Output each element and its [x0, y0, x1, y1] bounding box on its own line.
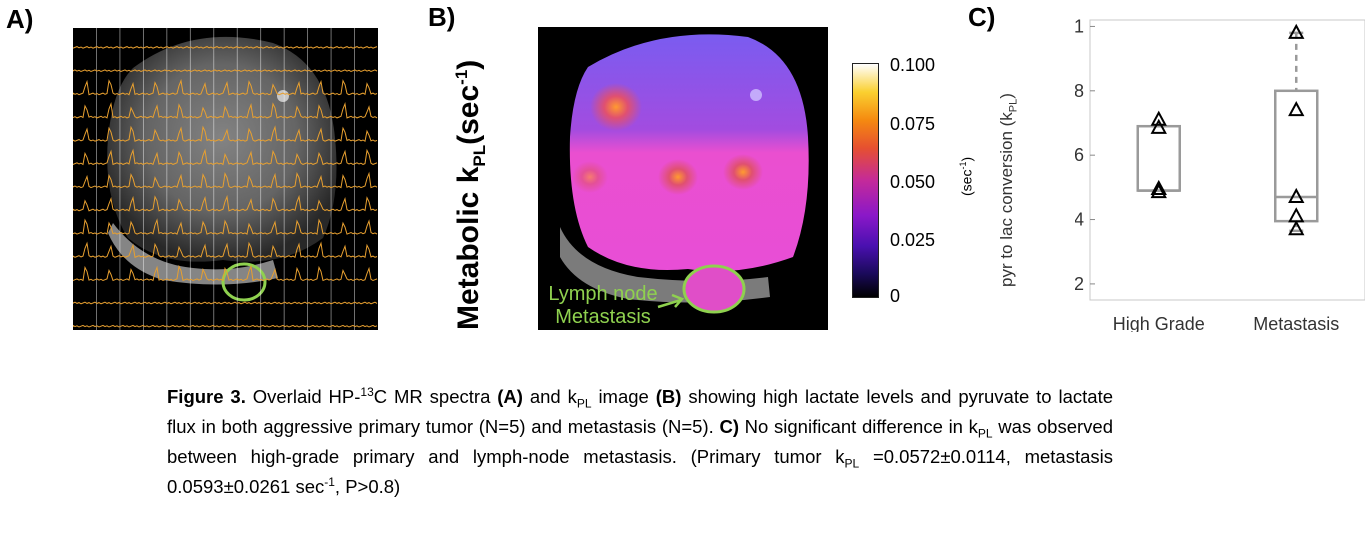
spectrum-trace — [73, 324, 378, 328]
data-point — [1150, 183, 1167, 199]
spectrum-trace — [73, 69, 378, 73]
y-tick-label: 0.08 — [1075, 81, 1084, 101]
data-point — [1150, 110, 1167, 126]
data-point — [1288, 23, 1305, 39]
spectrum-trace — [73, 148, 378, 166]
y-tick-label: 0.1 — [1075, 16, 1084, 36]
x-tick-label: Metastasis — [1253, 314, 1339, 332]
spectrum-trace — [73, 101, 378, 119]
y-tick-label: 0.06 — [1075, 145, 1084, 165]
panel-b-label: B) — [428, 2, 456, 32]
spectrum-trace — [73, 194, 378, 212]
kpl-overlay — [569, 34, 809, 272]
data-point — [1288, 187, 1305, 204]
data-point — [1288, 220, 1305, 236]
plot-frame — [1089, 19, 1365, 301]
lymph-node-outline — [221, 262, 267, 302]
colorbar-tick: 0.075 — [890, 114, 936, 134]
mr-spectra-image — [73, 28, 378, 330]
colorbar-tick: 0.100 — [890, 55, 936, 75]
spectrum-trace — [73, 171, 378, 189]
panel-c-label: C) — [968, 2, 996, 32]
conversion-axis-label: pyr to lac conversion (kPL) — [997, 93, 1020, 287]
data-point — [1288, 207, 1305, 223]
colorbar-unit: (sec-1) — [958, 156, 975, 196]
kpl-colorbar — [852, 63, 879, 298]
lymph-node-annotation: Lymph node Metastasis — [548, 283, 658, 328]
spectrum-trace — [73, 218, 378, 235]
spectrum-trace — [73, 78, 378, 96]
data-point — [1288, 101, 1305, 117]
spectrum-trace — [73, 264, 378, 282]
kpl-axis-label: Metabolic kPL(sec-1) — [452, 59, 489, 330]
kpl-image — [538, 27, 828, 330]
colorbar-tick: 0.050 — [890, 172, 936, 192]
colorbar-tick: 0.025 — [890, 230, 936, 250]
colorbar-tick: 0 — [890, 286, 901, 306]
y-tick-label: 0.04 — [1075, 210, 1084, 230]
spectrum-trace — [73, 301, 378, 305]
panel-a-label: A) — [6, 4, 34, 34]
lymph-node-outline — [682, 264, 746, 314]
y-tick-label: 0.02 — [1075, 274, 1084, 294]
spectrum-trace — [73, 241, 378, 259]
spectrum-trace — [73, 46, 378, 49]
figure-caption: Figure 3. Overlaid HP-13C MR spectra (A)… — [167, 384, 1113, 497]
data-point — [1150, 118, 1167, 134]
boxplot-chart: 0.02 0.04 0.06 0.08 0.1 High Grade Metastasis — [1075, 16, 1365, 332]
x-tick-label: High Grade — [1113, 314, 1205, 332]
spectrum-trace — [73, 125, 378, 142]
data-point — [1150, 179, 1167, 195]
